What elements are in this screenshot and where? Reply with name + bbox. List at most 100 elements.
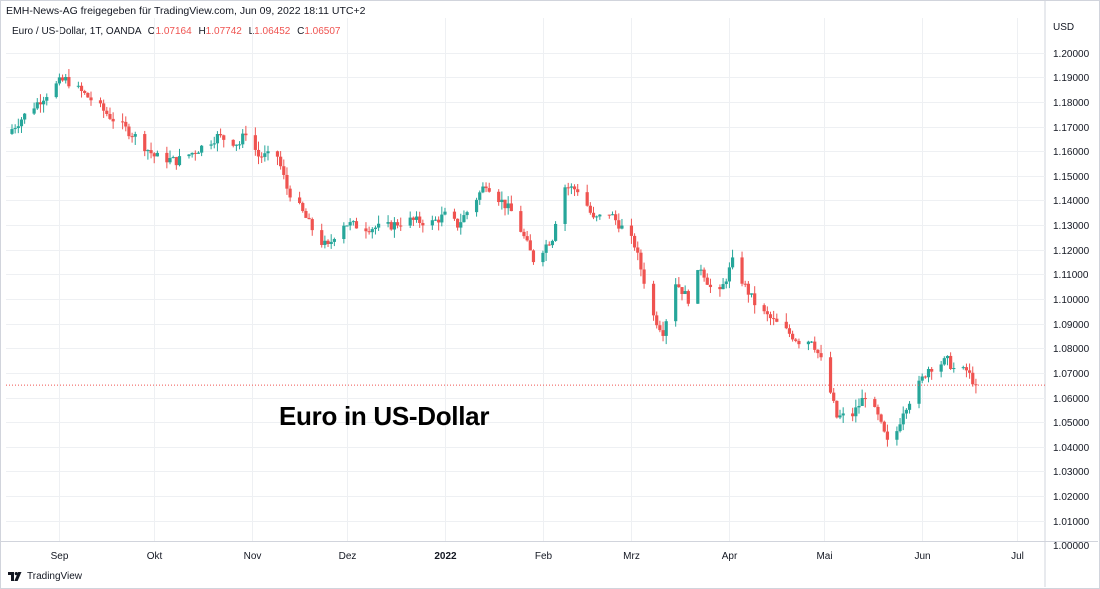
high-value: 1.07742 xyxy=(205,26,242,37)
candle-body xyxy=(218,134,223,136)
footer: TradingView xyxy=(8,571,82,582)
candle-body xyxy=(522,231,526,237)
candle-body xyxy=(351,221,355,223)
symbol-name[interactable]: Euro / US-Dollar, 1T, OANDA xyxy=(12,26,141,37)
candle-body xyxy=(724,281,728,285)
footer-brand[interactable]: TradingView xyxy=(27,571,83,582)
candle-body xyxy=(639,252,643,270)
candle-body xyxy=(553,223,558,241)
candle-body xyxy=(857,405,861,408)
candle-body xyxy=(408,217,412,226)
candle-body xyxy=(456,218,460,228)
high-label: H xyxy=(198,26,206,37)
candle-body xyxy=(443,211,447,215)
x-tick-label: Apr xyxy=(722,551,738,562)
candle-body xyxy=(320,230,324,245)
candle-body xyxy=(696,270,700,304)
candle-body xyxy=(64,77,68,81)
candle-body xyxy=(585,192,589,206)
candle-body xyxy=(506,203,510,209)
candle-body xyxy=(310,219,314,231)
y-tick-label: 1.01000 xyxy=(1053,517,1090,528)
candle-body xyxy=(838,415,842,418)
attribution-text: EMH-News-AG freigegeben für TradingView.… xyxy=(6,5,366,17)
x-tick-label: Mai xyxy=(816,551,832,562)
candle-body xyxy=(566,187,570,189)
candle-body xyxy=(797,340,801,345)
y-tick-label: 1.02000 xyxy=(1053,492,1090,503)
candle-body xyxy=(702,269,706,278)
x-tick-label: Dez xyxy=(339,551,357,562)
candle-body xyxy=(525,236,529,241)
candle-body xyxy=(721,284,725,290)
candle-body xyxy=(418,216,422,224)
candle-body xyxy=(699,269,703,271)
candle-body xyxy=(38,102,43,105)
x-tick-label: Feb xyxy=(535,551,553,562)
candle-body xyxy=(503,199,507,209)
currency-label: USD xyxy=(1053,22,1074,33)
tradingview-logo-icon[interactable] xyxy=(8,572,23,581)
candle-body xyxy=(791,333,795,340)
candle-body xyxy=(149,150,153,154)
candle-body xyxy=(964,367,969,371)
candle-body xyxy=(484,186,488,189)
x-tick-label: Sep xyxy=(51,551,69,562)
candle-body xyxy=(917,380,921,404)
candle-body xyxy=(389,222,393,230)
candle-body xyxy=(686,291,690,304)
candle-body xyxy=(399,225,403,227)
y-tick-label: 1.14000 xyxy=(1053,196,1090,207)
candle-body xyxy=(841,413,845,416)
candle-body xyxy=(67,77,71,87)
candle-body xyxy=(939,364,943,372)
candle-body xyxy=(784,321,788,329)
candle-body xyxy=(860,397,864,406)
candle-body xyxy=(607,214,611,216)
candle-body xyxy=(809,341,814,343)
close-value: 1.06507 xyxy=(304,26,341,37)
x-tick-label: 2022 xyxy=(434,551,457,562)
candle-body xyxy=(923,376,927,378)
y-tick-label: 1.18000 xyxy=(1053,98,1090,109)
candle-body xyxy=(832,392,836,401)
candle-body xyxy=(705,277,709,285)
candle-body xyxy=(569,186,573,188)
candle-body xyxy=(459,222,463,228)
y-tick-label: 1.09000 xyxy=(1053,320,1090,331)
candle-body xyxy=(98,100,103,104)
candle-body xyxy=(212,143,216,145)
candle-body xyxy=(209,144,213,146)
candle-body xyxy=(177,156,182,166)
candle-body xyxy=(563,187,567,224)
candle-body xyxy=(452,211,457,219)
candle-body xyxy=(143,134,147,152)
candle-body xyxy=(329,241,333,245)
candle-body xyxy=(926,368,931,378)
candle-body xyxy=(610,214,615,216)
candle-body xyxy=(718,287,722,290)
candle-body xyxy=(414,216,419,220)
candle-body xyxy=(617,220,621,229)
candle-body xyxy=(885,431,890,440)
candle-body xyxy=(348,222,352,226)
candle-body xyxy=(42,100,46,105)
close-label: C xyxy=(297,26,305,37)
candle-body xyxy=(76,85,80,87)
candle-body xyxy=(620,225,624,229)
candle-body xyxy=(342,225,346,240)
candle-body xyxy=(152,153,156,157)
candle-body xyxy=(285,174,289,189)
candle-body xyxy=(332,239,336,242)
candle-body xyxy=(819,353,823,358)
candle-body xyxy=(231,139,235,146)
candle-body xyxy=(187,154,191,157)
candle-body xyxy=(740,257,744,284)
candle-body xyxy=(828,357,833,393)
candle-body xyxy=(765,311,769,315)
candle-body xyxy=(174,157,178,166)
candle-body xyxy=(465,212,469,216)
candle-body xyxy=(680,287,684,294)
candle-body xyxy=(86,92,90,98)
